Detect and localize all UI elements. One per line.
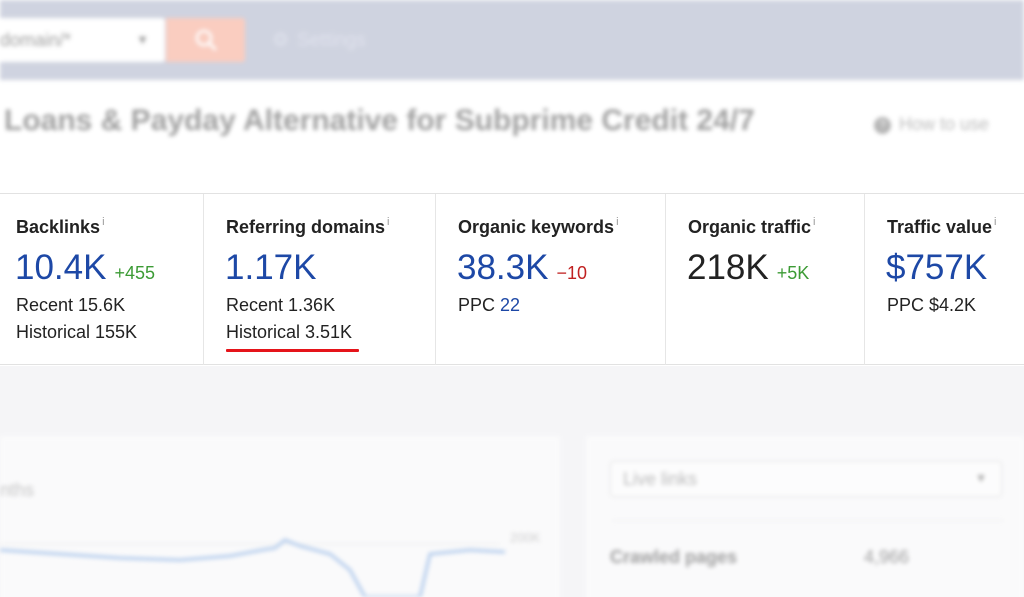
- traffic-value-label: Traffic value i: [887, 216, 997, 237]
- organic-keywords-delta[interactable]: −10: [556, 263, 588, 283]
- backlinks-label: Backlinks i: [16, 216, 105, 237]
- chart-period-label: nths: [0, 480, 35, 500]
- referring-domains-value[interactable]: 1.17K: [225, 248, 317, 287]
- backlinks-value[interactable]: 10.4K: [15, 248, 107, 287]
- info-icon[interactable]: i: [994, 216, 997, 228]
- backlinks-card: Backlinks i 10.4K +455 Recent 15.6K Histor…: [0, 194, 204, 365]
- traffic-value-card: Traffic value i $757K PPC $4.2K: [865, 194, 1024, 365]
- crawled-pages-value[interactable]: 4,966: [864, 547, 910, 567]
- organic-keywords-value-row: 38.3K −10: [457, 248, 587, 288]
- chart-panel: [0, 436, 560, 597]
- referring-domains-card: Referring domains i 1.17K Recent 1.36K Hi…: [204, 194, 436, 365]
- settings-link[interactable]: ⚙ Settings: [272, 29, 366, 52]
- top-navigation-bar: domain/* ▼ ⚙ Settings: [0, 0, 1024, 80]
- crawled-pages-label: Crawled pages: [610, 547, 738, 567]
- chevron-down-icon: ▼: [975, 471, 987, 485]
- backlinks-delta[interactable]: +455: [114, 263, 156, 283]
- live-links-label: Live links: [623, 469, 698, 489]
- how-to-use-label: How to use: [899, 114, 990, 134]
- divider: [612, 520, 1004, 521]
- search-button[interactable]: [166, 18, 245, 62]
- mode-select[interactable]: domain/* ▼: [0, 18, 165, 62]
- referring-domains-value-row: 1.17K: [225, 248, 316, 288]
- chart-axis-max: 200K: [510, 530, 541, 545]
- search-icon: [195, 29, 217, 51]
- help-icon: ?: [874, 117, 891, 134]
- settings-label: Settings: [297, 30, 366, 51]
- traffic-value-value-row: $757K: [886, 248, 987, 288]
- organic-keywords-card: Organic keywords i 38.3K −10 PPC 22: [436, 194, 666, 365]
- live-links-select[interactable]: Live links ▼: [610, 461, 1002, 497]
- info-icon[interactable]: i: [616, 216, 619, 228]
- traffic-value-ppc: PPC $4.2K: [887, 295, 977, 315]
- referring-domains-historical[interactable]: Historical 3.51K: [226, 322, 353, 342]
- gear-icon: ⚙: [272, 30, 290, 51]
- organic-traffic-value: 218K: [687, 248, 769, 287]
- traffic-value-value[interactable]: $757K: [886, 248, 988, 287]
- mode-select-value: domain/*: [0, 30, 72, 50]
- how-to-use-link[interactable]: ? How to use: [874, 114, 989, 135]
- organic-keywords-label: Organic keywords i: [458, 216, 619, 237]
- organic-keywords-ppc: PPC 22: [458, 295, 520, 316]
- backlinks-recent[interactable]: Recent 15.6K: [16, 295, 126, 315]
- traffic-chart-line: [0, 538, 506, 597]
- ppc-label: PPC: [458, 295, 496, 315]
- referring-domains-label: Referring domains i: [226, 216, 390, 237]
- info-icon[interactable]: i: [813, 216, 816, 228]
- referring-domains-recent[interactable]: Recent 1.36K: [226, 295, 336, 315]
- info-icon[interactable]: i: [387, 216, 390, 228]
- organic-keywords-value[interactable]: 38.3K: [457, 248, 549, 287]
- organic-traffic-label: Organic traffic i: [688, 216, 816, 237]
- page-title: Loans & Payday Alternative for Subprime …: [4, 104, 755, 137]
- highlight-underline: [226, 349, 359, 352]
- organic-traffic-delta: +5K: [776, 263, 810, 283]
- chevron-down-icon: ▼: [136, 32, 149, 47]
- organic-traffic-card: Organic traffic i 218K +5K: [666, 194, 865, 365]
- backlinks-historical[interactable]: Historical 155K: [16, 322, 138, 342]
- organic-traffic-value-row: 218K +5K: [687, 248, 809, 288]
- backlinks-value-row: 10.4K +455: [15, 248, 155, 288]
- info-icon[interactable]: i: [102, 216, 105, 228]
- ppc-value-link[interactable]: 22: [500, 295, 521, 315]
- metrics-strip: Backlinks i 10.4K +455 Recent 15.6K Histor…: [0, 193, 1024, 365]
